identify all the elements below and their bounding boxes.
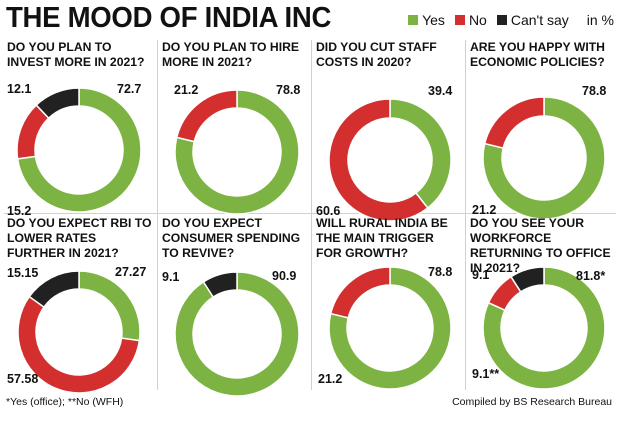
donut-slice-no <box>17 295 141 394</box>
label-yes: 90.9 <box>272 269 297 283</box>
legend-item-yes: Yes <box>408 12 445 28</box>
donut-slice-no <box>328 98 429 222</box>
label-cantsay: 15.15 <box>7 266 39 280</box>
question-title: DO YOU SEE YOUR WORKFORCE RETURNING TO O… <box>470 216 611 275</box>
label-no: 9.1** <box>472 367 500 381</box>
donut-chart <box>174 271 300 397</box>
question-title: DO YOU PLAN TO HIRE MORE IN 2021? <box>162 40 300 69</box>
legend: Yes No Can't say in % <box>408 12 614 28</box>
donut-slice-yes <box>389 98 452 210</box>
chart-panel-staff-costs: DID YOU CUT STAFF COSTS IN 2020? 39.4 60… <box>314 40 464 222</box>
question-title: DO YOU EXPECT RBI TO LOWER RATES FURTHER… <box>7 216 152 260</box>
divider-v1 <box>157 40 158 390</box>
label-yes: 78.8 <box>582 84 607 98</box>
donut-slice-yes <box>482 266 606 390</box>
divider-v2 <box>311 40 312 390</box>
label-no: 15.2 <box>7 204 32 218</box>
chart-title: THE MOOD OF INDIA INC <box>6 2 332 34</box>
donut-slice-cantsay <box>509 266 545 293</box>
question-title: WILL RURAL INDIA BE THE MAIN TRIGGER FOR… <box>316 216 448 260</box>
legend-swatch-yes <box>408 15 419 25</box>
donut-slice-no <box>175 89 238 143</box>
question-title: DID YOU CUT STAFF COSTS IN 2020? <box>316 40 437 69</box>
label-yes: 78.8 <box>428 265 453 279</box>
legend-label-cantsay: Can't say <box>510 12 569 28</box>
donut-slice-no <box>329 266 391 319</box>
chart-panel-economic-policies: ARE YOU HAPPY WITH ECONOMIC POLICIES? 78… <box>468 40 618 220</box>
footnote: *Yes (office); **No (WFH) <box>6 396 124 408</box>
donut-slice-yes <box>482 96 606 220</box>
donut-chart <box>328 266 452 390</box>
donut-chart <box>174 89 300 215</box>
donut-slice-cantsay <box>28 270 80 309</box>
chart-panel-rural-india: WILL RURAL INDIA BE THE MAIN TRIGGER FOR… <box>314 216 464 396</box>
label-cantsay: 9.1 <box>472 268 490 282</box>
chart-panel-workforce-office: DO YOU SEE YOUR WORKFORCE RETURNING TO O… <box>468 216 618 396</box>
label-yes: 39.4 <box>428 84 453 98</box>
donut-slice-cantsay <box>202 271 238 299</box>
donut-chart <box>16 87 142 213</box>
chart-panel-consumer-spending: DO YOU EXPECT CONSUMER SPENDING TO REVIV… <box>160 216 310 397</box>
legend-label-no: No <box>468 12 487 28</box>
donut-slice-yes <box>16 87 142 213</box>
label-yes: 78.8 <box>276 83 301 97</box>
question-title: DO YOU PLAN TO INVEST MORE IN 2021? <box>7 40 145 69</box>
legend-unit: in % <box>586 12 614 28</box>
label-no: 21.2 <box>318 372 343 386</box>
legend-swatch-no <box>454 15 465 25</box>
legend-item-no: No <box>454 12 487 28</box>
divider-v3 <box>465 40 466 390</box>
chart-panel-hire: DO YOU PLAN TO HIRE MORE IN 2021? 78.8 2… <box>160 40 310 220</box>
donut-chart <box>482 96 606 220</box>
source-credit: Compiled by BS Research Bureau <box>452 396 612 408</box>
donut-slice-yes <box>78 270 141 342</box>
label-cantsay: 12.1 <box>7 82 32 96</box>
question-title: ARE YOU HAPPY WITH ECONOMIC POLICIES? <box>470 40 605 69</box>
donut-slice-cantsay <box>35 87 80 120</box>
donut-chart <box>17 270 141 394</box>
label-cantsay: 9.1 <box>162 270 180 284</box>
label-yes: 81.8* <box>576 269 606 283</box>
donut-chart <box>328 98 452 222</box>
legend-label-yes: Yes <box>422 12 445 28</box>
donut-chart <box>482 266 606 390</box>
question-title: DO YOU EXPECT CONSUMER SPENDING TO REVIV… <box>162 216 301 260</box>
chart-panel-rbi-rates: DO YOU EXPECT RBI TO LOWER RATES FURTHER… <box>5 216 155 396</box>
label-no: 21.2 <box>472 203 497 217</box>
label-no: 60.6 <box>316 204 341 218</box>
divider-h1 <box>4 213 616 214</box>
label-yes: 72.7 <box>117 82 142 96</box>
label-no: 21.2 <box>174 83 199 97</box>
label-yes: 27.27 <box>115 265 147 279</box>
donut-slice-yes <box>174 89 300 215</box>
chart-panel-invest: DO YOU PLAN TO INVEST MORE IN 2021? 72.7… <box>5 40 155 220</box>
legend-item-cantsay: Can't say <box>496 12 569 28</box>
donut-slice-yes <box>328 266 452 390</box>
donut-slice-no <box>483 96 545 149</box>
label-no: 57.58 <box>7 372 39 386</box>
legend-swatch-cantsay <box>496 15 507 25</box>
donut-slice-yes <box>174 271 300 397</box>
